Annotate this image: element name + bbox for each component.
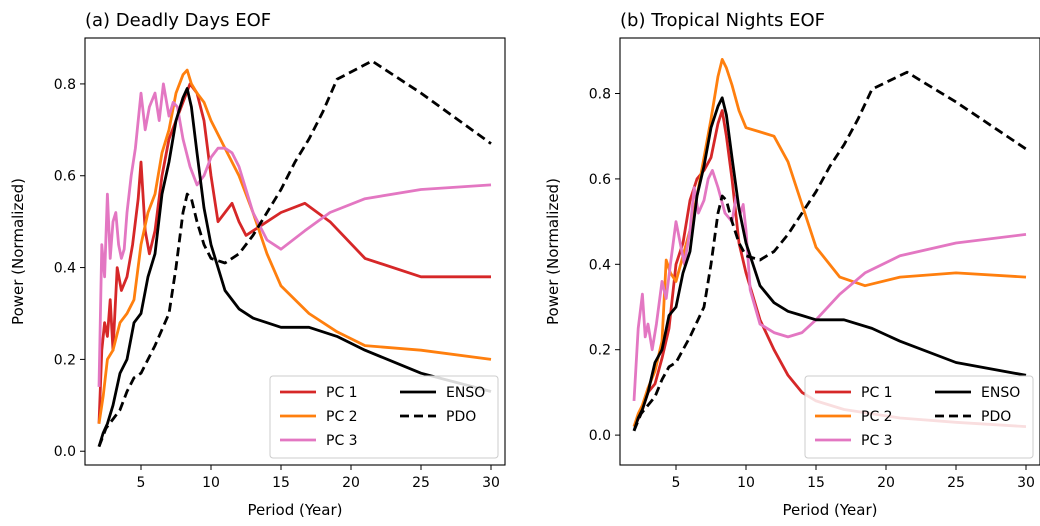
legend-label: ENSO: [981, 385, 1020, 401]
series-line-pc-1: [97, 82, 491, 424]
x-axis-label: Period (Year): [247, 501, 342, 519]
series-line-pc-3: [632, 168, 1027, 401]
legend-label: ENSO: [446, 385, 485, 401]
axes-frame: [84, 37, 506, 466]
series-line-pc-2: [632, 58, 1027, 428]
series-line-enso: [97, 87, 492, 448]
x-axis-label: Period (Year): [782, 501, 877, 519]
y-tick-label: 0.4: [54, 261, 76, 277]
y-tick-label: 0.0: [54, 444, 76, 460]
x-tick-label: 25: [947, 475, 965, 491]
series-line-enso: [632, 96, 1027, 432]
y-tick-label: 0.8: [589, 87, 611, 103]
legend-label: PC 2: [861, 409, 893, 425]
legend-box: [804, 375, 1034, 459]
x-tick-label: 30: [482, 475, 500, 491]
series-line-pc-3: [97, 82, 492, 387]
chart-title: (b) Tropical Nights EOF: [620, 10, 825, 31]
legend-label: PC 1: [326, 385, 358, 401]
y-tick-label: 0.8: [54, 77, 76, 93]
y-axis-label: Power (Normalized): [9, 178, 27, 325]
series-line-pdo: [632, 70, 1027, 432]
series-line-pdo: [97, 59, 492, 448]
legend-label: PC 1: [861, 385, 893, 401]
y-tick-label: 0.6: [589, 172, 611, 188]
x-tick-label: 10: [737, 475, 755, 491]
y-tick-label: 0.0: [589, 428, 611, 444]
x-tick-label: 20: [877, 475, 895, 491]
x-tick-label: 5: [137, 475, 146, 491]
panel-deadly-days: 5 10 15 20 25 30 0.0 0.2 0.4 0.6 0.8 (a) Deadly Day…: [9, 10, 506, 519]
panel-tropical-nights: 5 10 15 20 25 30 0.0 0.2 0.4 0.6 0.8 (b) Tropical N…: [544, 10, 1040, 519]
y-tick-label: 0.6: [54, 169, 76, 185]
legend-label: PC 3: [861, 433, 893, 449]
legend-label: PDO: [981, 409, 1011, 425]
legend-label: PC 2: [326, 409, 358, 425]
x-tick-label: 30: [1017, 475, 1035, 491]
legend-label: PDO: [446, 409, 476, 425]
x-tick-label: 10: [202, 475, 220, 491]
legend-box: [269, 375, 499, 459]
x-tick-label: 20: [342, 475, 360, 491]
x-tick-label: 25: [412, 475, 430, 491]
chart-title: (a) Deadly Days EOF: [85, 10, 271, 31]
axes-frame: [619, 37, 1040, 466]
x-tick-label: 15: [807, 475, 825, 491]
x-tick-label: 15: [272, 475, 290, 491]
x-tick-label: 5: [672, 475, 681, 491]
y-axis-label: Power (Normalized): [544, 178, 562, 325]
y-tick-label: 0.2: [589, 343, 611, 359]
y-tick-label: 0.4: [589, 257, 611, 273]
series-line-pc-2: [97, 68, 492, 424]
y-tick-label: 0.2: [54, 352, 76, 368]
legend-label: PC 3: [326, 433, 358, 449]
